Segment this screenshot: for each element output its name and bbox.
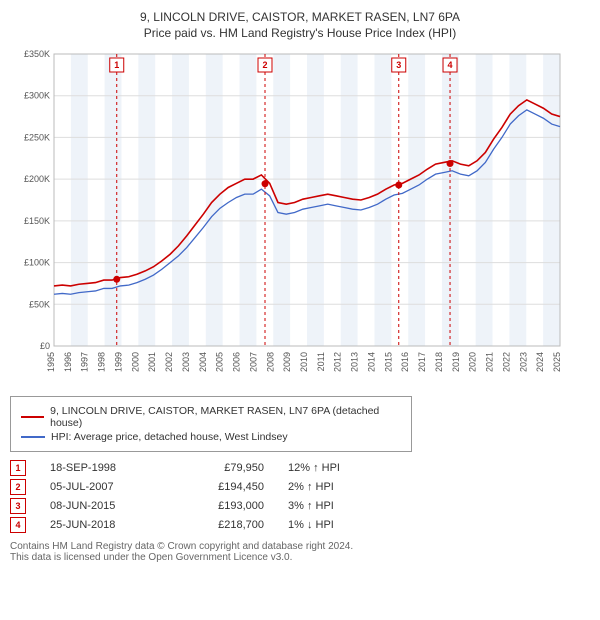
transaction-price: £194,450 — [184, 481, 264, 493]
transaction-price: £79,950 — [184, 462, 264, 474]
svg-text:2023: 2023 — [518, 352, 528, 372]
svg-text:2013: 2013 — [350, 352, 360, 372]
svg-text:1995: 1995 — [46, 352, 56, 372]
svg-text:2012: 2012 — [333, 352, 343, 372]
svg-text:£250K: £250K — [24, 132, 50, 142]
svg-text:2001: 2001 — [147, 352, 157, 372]
svg-text:1: 1 — [114, 60, 119, 70]
svg-text:2017: 2017 — [417, 352, 427, 372]
svg-text:£0: £0 — [40, 341, 50, 351]
transaction-pct: 1% ↓ HPI — [288, 519, 378, 531]
svg-text:2024: 2024 — [535, 352, 545, 372]
svg-text:£350K: £350K — [24, 49, 50, 59]
table-row: 3 08-JUN-2015 £193,000 3% ↑ HPI — [10, 498, 590, 514]
svg-text:4: 4 — [448, 60, 453, 70]
svg-text:2007: 2007 — [248, 352, 258, 372]
transaction-price: £218,700 — [184, 519, 264, 531]
transaction-pct: 2% ↑ HPI — [288, 481, 378, 493]
chart-title-line2: Price paid vs. HM Land Registry's House … — [10, 26, 590, 40]
transaction-table: 1 18-SEP-1998 £79,950 12% ↑ HPI 2 05-JUL-2007… — [10, 460, 590, 533]
svg-text:2: 2 — [262, 60, 267, 70]
table-row: 4 25-JUN-2018 £218,700 1% ↓ HPI — [10, 517, 590, 533]
marker-number-box: 2 — [10, 479, 26, 495]
legend: 9, LINCOLN DRIVE, CAISTOR, MARKET RASEN,… — [10, 396, 412, 452]
svg-text:2021: 2021 — [485, 352, 495, 372]
svg-text:2008: 2008 — [265, 352, 275, 372]
svg-text:2009: 2009 — [282, 352, 292, 372]
chart-svg: £0 £50K £100K £150K £200K £250K £300K £350K 1995… — [10, 48, 570, 388]
svg-text:3: 3 — [396, 60, 401, 70]
footer-line2: This data is licensed under the Open Gov… — [10, 552, 590, 563]
svg-text:2015: 2015 — [383, 352, 393, 372]
svg-text:2019: 2019 — [451, 352, 461, 372]
marker-number-box: 1 — [10, 460, 26, 476]
svg-text:2006: 2006 — [232, 352, 242, 372]
legend-item: 9, LINCOLN DRIVE, CAISTOR, MARKET RASEN,… — [21, 405, 401, 429]
svg-text:£50K: £50K — [29, 299, 50, 309]
marker-number-box: 3 — [10, 498, 26, 514]
legend-label: 9, LINCOLN DRIVE, CAISTOR, MARKET RASEN,… — [50, 405, 401, 429]
transaction-date: 18-SEP-1998 — [50, 462, 160, 474]
svg-text:1999: 1999 — [113, 352, 123, 372]
svg-text:1998: 1998 — [97, 352, 107, 372]
svg-text:2025: 2025 — [552, 352, 562, 372]
legend-swatch — [21, 436, 45, 438]
svg-text:2003: 2003 — [181, 352, 191, 372]
table-row: 1 18-SEP-1998 £79,950 12% ↑ HPI — [10, 460, 590, 476]
legend-item: HPI: Average price, detached house, West… — [21, 431, 401, 443]
transaction-date: 25-JUN-2018 — [50, 519, 160, 531]
chart-area: £0 £50K £100K £150K £200K £250K £300K £350K 1995… — [10, 48, 590, 388]
svg-text:2005: 2005 — [215, 352, 225, 372]
svg-text:2004: 2004 — [198, 352, 208, 372]
chart-title-line1: 9, LINCOLN DRIVE, CAISTOR, MARKET RASEN,… — [10, 10, 590, 24]
svg-text:1997: 1997 — [80, 352, 90, 372]
svg-text:£150K: £150K — [24, 216, 50, 226]
svg-text:2022: 2022 — [501, 352, 511, 372]
transaction-date: 05-JUL-2007 — [50, 481, 160, 493]
transaction-price: £193,000 — [184, 500, 264, 512]
svg-text:2011: 2011 — [316, 352, 326, 371]
svg-text:£300K: £300K — [24, 91, 50, 101]
svg-text:1996: 1996 — [63, 352, 73, 372]
svg-text:2000: 2000 — [130, 352, 140, 372]
footer-line1: Contains HM Land Registry data © Crown c… — [10, 541, 590, 552]
footer: Contains HM Land Registry data © Crown c… — [10, 541, 590, 563]
legend-label: HPI: Average price, detached house, West… — [51, 431, 288, 443]
svg-text:2016: 2016 — [400, 352, 410, 372]
svg-text:£200K: £200K — [24, 174, 50, 184]
transaction-date: 08-JUN-2015 — [50, 500, 160, 512]
svg-text:2002: 2002 — [164, 352, 174, 372]
svg-text:2010: 2010 — [299, 352, 309, 372]
svg-text:£100K: £100K — [24, 258, 50, 268]
svg-text:2018: 2018 — [434, 352, 444, 372]
transaction-pct: 3% ↑ HPI — [288, 500, 378, 512]
svg-text:2020: 2020 — [468, 352, 478, 372]
transaction-pct: 12% ↑ HPI — [288, 462, 378, 474]
table-row: 2 05-JUL-2007 £194,450 2% ↑ HPI — [10, 479, 590, 495]
svg-text:2014: 2014 — [366, 352, 376, 372]
marker-number-box: 4 — [10, 517, 26, 533]
legend-swatch — [21, 416, 44, 418]
